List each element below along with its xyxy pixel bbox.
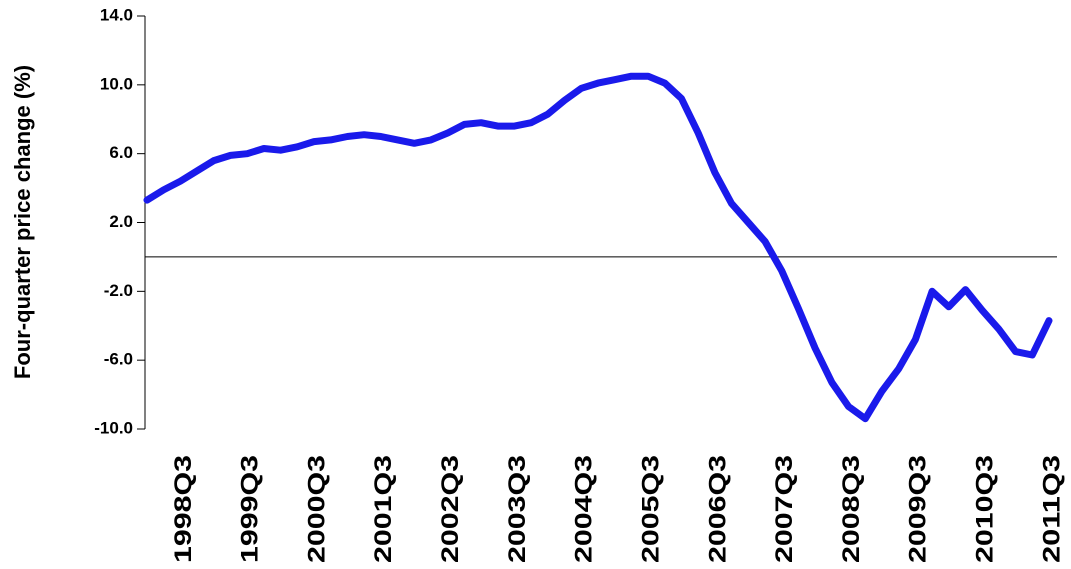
x-tick-label: 2001Q3 [370,455,397,563]
x-tick-label: 2006Q3 [704,455,731,563]
y-tick-label: 10.0 [100,74,133,93]
x-tick-label: 2005Q3 [637,455,664,563]
line [143,72,1053,423]
y-tick-label: -10.0 [94,418,133,437]
x-tick-label: 2004Q3 [571,455,598,563]
x-tick-label: 2003Q3 [504,455,531,563]
y-tick-label: -6.0 [104,350,133,369]
x-tick-label: 2000Q3 [303,455,330,563]
x-tick-label: 1999Q3 [237,455,264,563]
x-tick-label: 1998Q3 [170,455,197,563]
y-tick-label: -2.0 [104,281,133,300]
x-tick-label: 2010Q3 [972,455,999,563]
y-tick-label: 2.0 [109,212,133,231]
y-axis-title: Four-quarter price change (%) [10,65,35,379]
x-tick-label: 2002Q3 [437,455,464,563]
y-tick-label: 6.0 [109,143,133,162]
x-tick-label: 2011Q3 [1038,455,1065,563]
x-tick-label: 2009Q3 [905,455,932,563]
x-tick-label: 2008Q3 [838,455,865,563]
x-tick-label: 2007Q3 [771,455,798,563]
y-tick-label: 14.0 [100,5,133,24]
